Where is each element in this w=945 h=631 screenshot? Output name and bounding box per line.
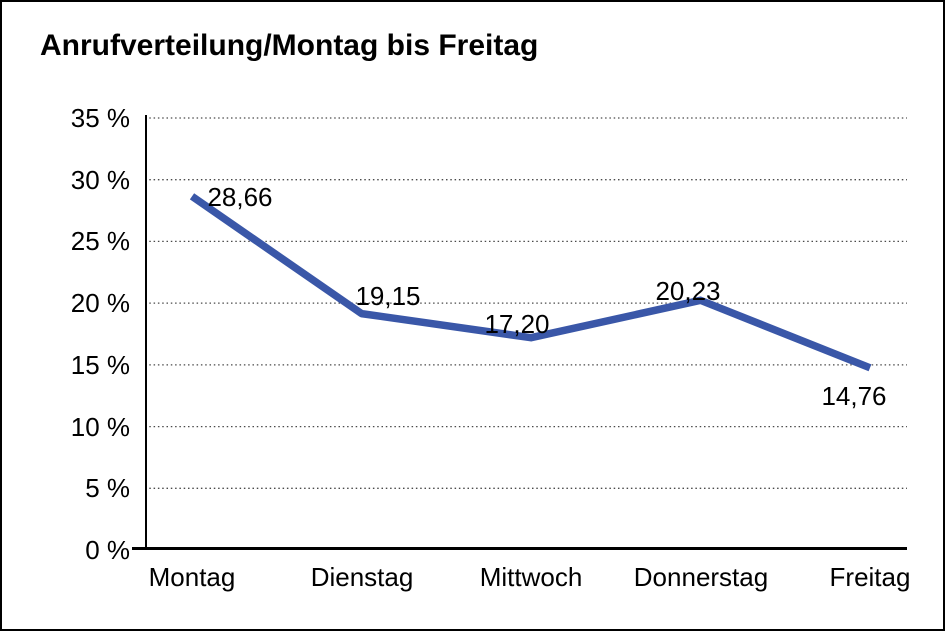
x-category-label: Freitag [829,562,911,592]
data-point-label: 14,76 [821,381,887,411]
data-point-label: 28,66 [207,182,273,212]
data-polyline [189,193,872,372]
x-category-label: Montag [148,562,236,592]
chart-title: Anrufverteilung/Montag bis Freitag [40,29,539,62]
y-tick-label: 35 % [70,103,130,133]
plot-svg [132,115,907,550]
y-tick-label: 25 % [70,226,130,256]
y-tick-label: 20 % [70,288,130,318]
data-point-label: 19,15 [355,281,421,311]
y-tick-label: 15 % [70,350,130,380]
y-tick-label: 10 % [70,412,130,442]
plot-area [132,115,907,550]
y-tick-label: 0 % [85,535,130,565]
data-point-label: 17,20 [484,309,550,339]
x-category-label: Donnerstag [633,562,769,592]
data-point-label: 20,23 [655,276,721,306]
x-category-label: Mittwoch [479,562,583,592]
x-category-label: Dienstag [310,562,414,592]
y-tick-label: 5 % [85,473,130,503]
y-tick-label: 30 % [70,165,130,195]
